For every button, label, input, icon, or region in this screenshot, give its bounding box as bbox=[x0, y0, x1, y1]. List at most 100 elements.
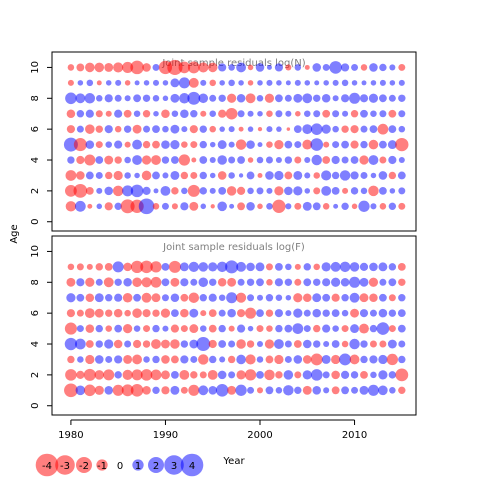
residual-bubble bbox=[350, 110, 359, 118]
residual-bubble bbox=[244, 369, 257, 381]
residual-bubble bbox=[237, 278, 245, 286]
residual-bubble bbox=[235, 139, 247, 150]
residual-bubble bbox=[294, 263, 301, 270]
residual-bubble bbox=[313, 110, 321, 118]
residual-bubble bbox=[208, 386, 217, 395]
residual-bubble bbox=[397, 262, 406, 271]
residual-bubble bbox=[264, 93, 275, 103]
residual-bubble bbox=[66, 309, 76, 318]
residual-bubble bbox=[188, 77, 199, 88]
residual-bubble bbox=[171, 156, 179, 164]
residual-bubble bbox=[121, 384, 134, 397]
residual-bubble bbox=[207, 62, 218, 73]
residual-bubble bbox=[162, 325, 169, 332]
residual-bubble bbox=[275, 387, 283, 394]
panels-group: Joint sample residuals log(N)0246810Join… bbox=[30, 51, 417, 441]
residual-bubble bbox=[198, 62, 209, 73]
y-tick-label: 6 bbox=[30, 310, 41, 316]
residual-bubble bbox=[104, 186, 114, 196]
residual-bubble bbox=[294, 156, 302, 164]
residual-bubble bbox=[187, 184, 200, 197]
residual-bubble bbox=[217, 370, 227, 380]
residual-bubble bbox=[340, 278, 350, 287]
residual-bubble bbox=[179, 369, 190, 380]
residual-bubble bbox=[293, 125, 302, 134]
residual-bubble bbox=[266, 141, 273, 148]
residual-bubble bbox=[388, 371, 397, 379]
residual-bubble bbox=[152, 203, 160, 210]
residual-bubble bbox=[236, 62, 247, 73]
residual-bubble bbox=[199, 125, 207, 133]
residual-bubble bbox=[85, 109, 94, 118]
residual-bubble bbox=[162, 95, 169, 102]
residual-bubble bbox=[227, 277, 237, 287]
residual-bubble bbox=[226, 292, 238, 304]
residual-bubble bbox=[76, 278, 85, 287]
residual-bubble bbox=[303, 325, 311, 333]
residual-bubble bbox=[341, 294, 349, 302]
residual-bubble bbox=[63, 137, 78, 152]
residual-bubble bbox=[294, 386, 302, 395]
residual-bubble bbox=[257, 203, 263, 210]
residual-bubble bbox=[370, 371, 377, 379]
legend-label: -1 bbox=[97, 461, 107, 472]
residual-bubble bbox=[349, 276, 361, 288]
residual-bubble bbox=[180, 355, 189, 364]
residual-bubble bbox=[388, 109, 397, 118]
residual-bubble bbox=[161, 140, 170, 149]
residual-bubble bbox=[246, 262, 255, 272]
residual-bubble bbox=[359, 323, 369, 334]
residual-bubble bbox=[132, 139, 143, 150]
residual-bubble bbox=[376, 322, 390, 335]
residual-bubble bbox=[76, 155, 85, 165]
residual-bubble bbox=[379, 156, 387, 164]
residual-bubble bbox=[237, 110, 245, 118]
residual-bubble bbox=[398, 386, 406, 395]
residual-bubble bbox=[76, 63, 85, 72]
residual-bubble bbox=[122, 292, 133, 303]
residual-bubble bbox=[379, 293, 387, 302]
residual-bubble bbox=[312, 63, 322, 72]
residual-bubble bbox=[379, 186, 387, 195]
residual-bubble bbox=[246, 202, 255, 211]
residual-bubble bbox=[138, 198, 155, 215]
residual-bubble bbox=[331, 155, 340, 165]
residual-bubble bbox=[171, 355, 179, 364]
residual-bubble bbox=[360, 370, 368, 379]
panel-2: Joint sample residuals log(F) 0 2 4 6 8 10 bbox=[30, 235, 417, 416]
x-axis: 1980 1990 2000 2010 bbox=[58, 419, 367, 441]
residual-bubble bbox=[389, 80, 396, 86]
residual-bubble bbox=[105, 355, 113, 363]
residual-bubble bbox=[84, 384, 96, 397]
bubbles bbox=[63, 59, 409, 215]
residual-bubble bbox=[73, 138, 87, 152]
residual-bubble bbox=[189, 324, 199, 334]
residual-bubble bbox=[276, 80, 282, 86]
residual-bubble bbox=[209, 278, 217, 286]
residual-bubble bbox=[323, 80, 329, 86]
residual-bubble bbox=[303, 263, 311, 271]
residual-bubble bbox=[369, 340, 377, 348]
residual-bubble bbox=[124, 156, 131, 164]
residual-bubble bbox=[313, 94, 321, 102]
residual-bubble bbox=[284, 186, 293, 196]
residual-bubble bbox=[330, 261, 341, 272]
residual-bubble bbox=[190, 371, 198, 379]
residual-bubble bbox=[105, 309, 113, 317]
residual-bubble bbox=[142, 110, 151, 118]
residual-bubble bbox=[94, 308, 104, 318]
residual-bubble bbox=[276, 126, 282, 132]
residual-bubble bbox=[245, 354, 256, 365]
residual-bubble bbox=[152, 79, 160, 86]
residual-bubble bbox=[179, 93, 190, 104]
residual-bubble bbox=[218, 294, 226, 301]
residual-bubble bbox=[187, 61, 200, 74]
residual-bubble bbox=[199, 371, 207, 379]
residual-bubble bbox=[180, 171, 189, 180]
residual-bubble bbox=[124, 141, 131, 148]
residual-bubble bbox=[255, 262, 265, 272]
residual-bubble bbox=[133, 94, 141, 103]
residual-bubble bbox=[369, 63, 378, 72]
residual-bubble bbox=[74, 200, 86, 212]
residual-bubble bbox=[310, 138, 324, 151]
